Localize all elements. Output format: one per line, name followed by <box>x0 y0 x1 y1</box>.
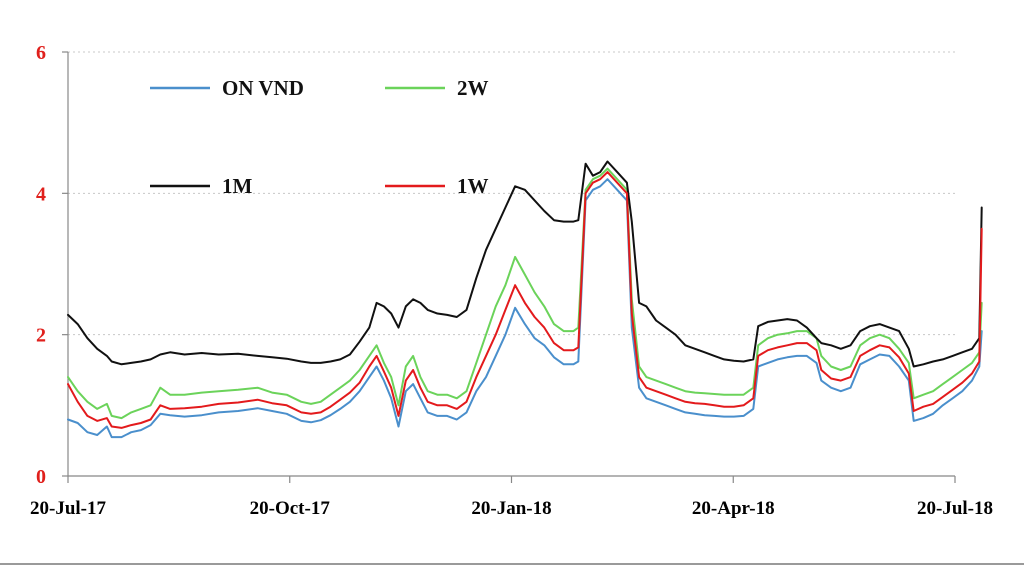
x-tick-label: 20-Jul-17 <box>30 498 107 519</box>
gridlines <box>62 51 955 477</box>
x-tick-label: 20-Oct-17 <box>250 498 331 519</box>
legend-label: 1M <box>222 174 253 198</box>
legend: ON VND 2W 1M 1W <box>150 76 489 198</box>
x-tick-label: 20-Jul-18 <box>917 498 993 519</box>
y-tick-label: 4 <box>36 183 46 205</box>
y-tick-labels: 0 2 4 6 <box>36 42 46 488</box>
axes <box>67 52 955 477</box>
x-tick-label: 20-Apr-18 <box>692 498 775 519</box>
legend-label: ON VND <box>222 76 304 100</box>
series-line-1m <box>67 160 983 368</box>
footer-divider <box>0 563 1024 565</box>
series-line-2w <box>67 167 983 420</box>
legend-label: 2W <box>457 76 489 100</box>
series-lines <box>67 160 983 439</box>
series-line-on-vnd <box>67 178 983 439</box>
y-tick-label: 2 <box>36 325 46 347</box>
x-tick-labels: 20-Jul-17 20-Oct-17 20-Jan-18 20-Apr-18 20-J… <box>30 476 993 519</box>
series-line-1w <box>67 171 983 429</box>
x-tick-label: 20-Jan-18 <box>471 498 551 519</box>
y-tick-label: 6 <box>36 42 46 64</box>
legend-label: 1W <box>457 174 489 198</box>
y-tick-label: 0 <box>36 466 46 488</box>
